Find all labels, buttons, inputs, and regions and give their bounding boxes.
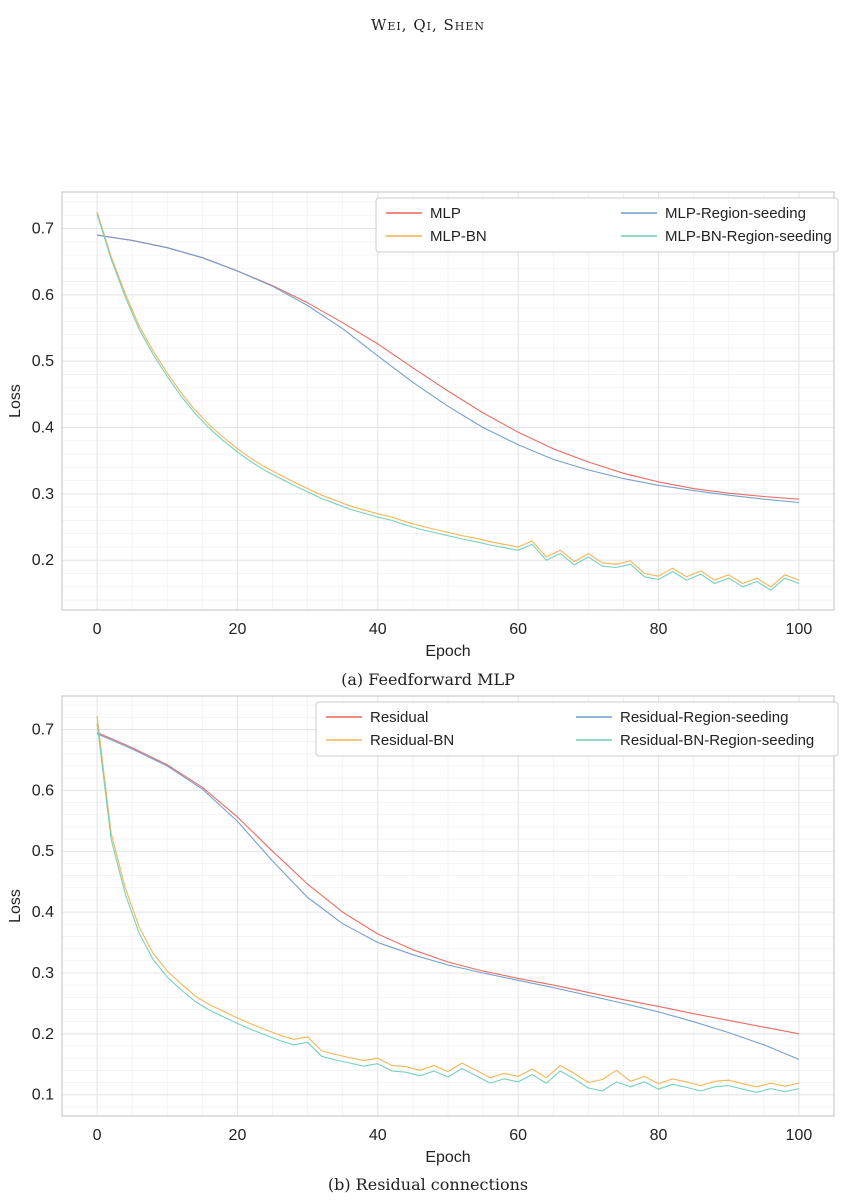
x-tick-label: 60	[509, 1127, 527, 1144]
series-line-residual-bn	[96, 716, 800, 1088]
legend-box	[375, 197, 839, 253]
x-tick-label: 100	[786, 1127, 813, 1144]
y-tick-label: 0.4	[32, 904, 54, 921]
y-tick-label: 0.2	[32, 552, 54, 569]
y-tick-label: 0.6	[32, 782, 54, 799]
plot-frame	[61, 191, 835, 611]
x-tick-label: 0	[93, 621, 102, 638]
x-tick-label: 80	[650, 1127, 668, 1144]
y-tick-label: 0.3	[32, 486, 54, 503]
legend-label: Residual-BN-Region-seeding	[620, 732, 814, 749]
x-tick-label: 20	[229, 621, 247, 638]
legend-label: Residual	[370, 709, 428, 726]
series-line-residual-region-seeding	[96, 733, 800, 1060]
x-axis-title: Epoch	[425, 643, 470, 660]
legend-label: MLP-Region-seeding	[665, 205, 806, 222]
legend-label: Residual-Region-seeding	[620, 709, 788, 726]
y-tick-label: 0.2	[32, 1026, 54, 1043]
y-tick-label: 0.3	[32, 965, 54, 982]
chart-feedforward-mlp: 0 20 40 60 80 100 0.2 0.3 0.4 0.5 0.6 0.7 Epoch Loss M…	[7, 191, 839, 660]
x-tick-label: 20	[229, 1127, 247, 1144]
x-tick-label: 40	[369, 1127, 387, 1144]
legend-label: Residual-BN	[370, 732, 454, 749]
caption-a: (a) Feedforward MLP	[341, 670, 515, 689]
y-tick-label: 0.5	[32, 843, 54, 860]
legend-box	[315, 701, 839, 757]
chart-residual-connections: 0 20 40 60 80 100 0.1 0.2 0.3 0.4 0.5 0.6 0.7 Epoch Lo…	[7, 695, 839, 1166]
y-tick-label: 0.7	[32, 721, 54, 738]
plot-frame	[61, 695, 835, 1117]
y-tick-label: 0.1	[32, 1087, 54, 1104]
y-tick-label: 0.6	[32, 287, 54, 304]
x-tick-label: 40	[369, 621, 387, 638]
y-tick-label: 0.7	[32, 220, 54, 237]
series-line-residual-bn-region-seeding	[96, 723, 800, 1093]
y-tick-label: 0.5	[32, 353, 54, 370]
series-line-mlp-bn	[96, 211, 800, 588]
series-line-residual	[96, 731, 800, 1035]
page-header: Wei, Qi, Shen	[370, 16, 486, 34]
legend-label: MLP	[430, 205, 461, 222]
legend-label: MLP-BN-Region-seeding	[665, 228, 832, 245]
legend-label: MLP-BN	[430, 228, 487, 245]
y-tick-label: 0.4	[32, 420, 54, 437]
y-axis-title: Loss	[7, 384, 24, 418]
series-line-mlp-region-seeding	[97, 234, 799, 504]
x-axis-title: Epoch	[425, 1149, 470, 1166]
x-tick-label: 80	[650, 621, 668, 638]
x-tick-label: 0	[93, 1127, 102, 1144]
series-line-mlp-bn-region-seeding	[96, 213, 800, 591]
x-tick-label: 100	[786, 621, 813, 638]
x-tick-label: 60	[509, 621, 527, 638]
y-axis-title: Loss	[7, 889, 24, 923]
caption-b: (b) Residual connections	[327, 1175, 529, 1194]
